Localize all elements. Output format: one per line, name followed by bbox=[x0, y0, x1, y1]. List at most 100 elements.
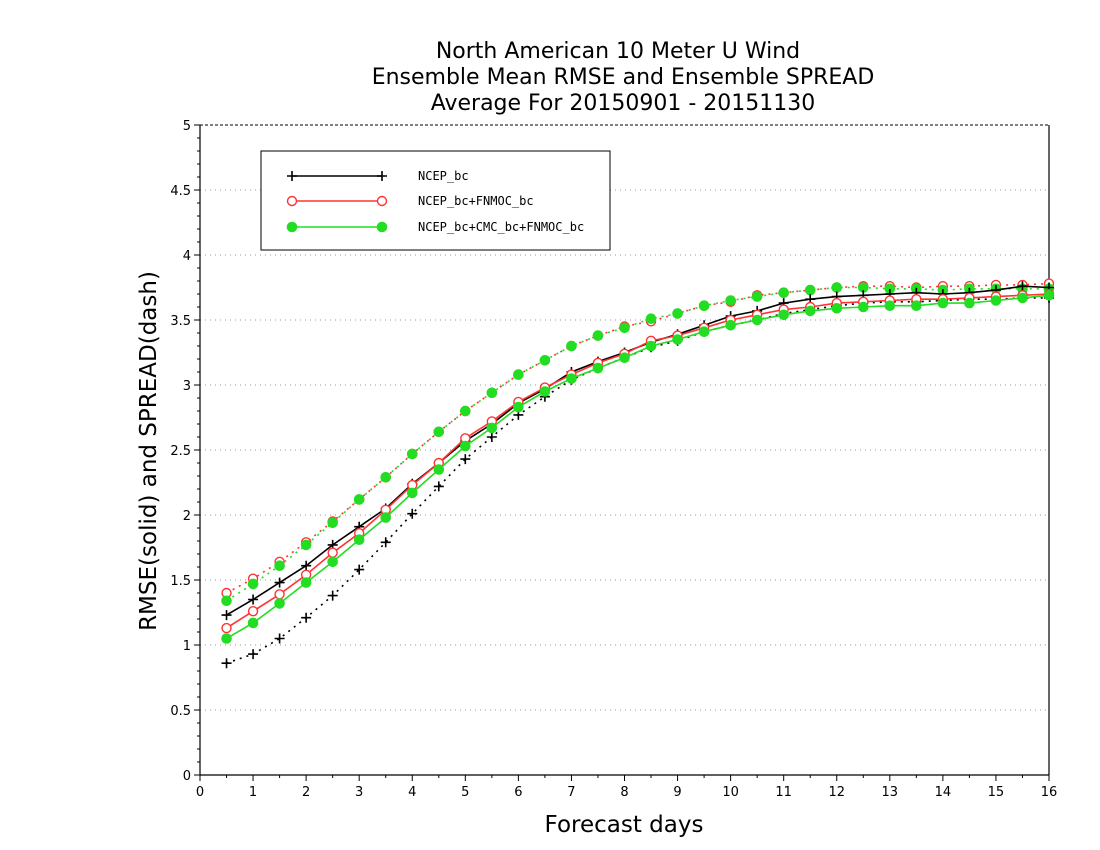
data-point bbox=[286, 221, 298, 233]
x-tick-label: 8 bbox=[620, 785, 628, 800]
data-point bbox=[778, 309, 789, 321]
x-tick-label: 11 bbox=[775, 785, 792, 800]
series-line bbox=[226, 282, 1050, 594]
data-point bbox=[964, 297, 975, 309]
y-tick-label: 3 bbox=[183, 379, 191, 394]
data-point bbox=[406, 448, 418, 460]
data-point bbox=[376, 221, 388, 233]
data-point bbox=[221, 595, 232, 607]
data-point bbox=[751, 314, 763, 326]
x-tick-label: 14 bbox=[935, 785, 952, 800]
data-point bbox=[353, 494, 365, 505]
data-point bbox=[911, 300, 922, 312]
y-tick-label: 3.5 bbox=[170, 314, 191, 329]
data-point bbox=[460, 405, 471, 417]
y-tick-label: 4.5 bbox=[170, 184, 191, 199]
series-rmse-ncep-bc bbox=[221, 281, 1054, 621]
data-point bbox=[672, 334, 683, 345]
data-point bbox=[566, 373, 577, 384]
data-point bbox=[407, 508, 418, 519]
data-point bbox=[221, 610, 232, 621]
data-point bbox=[539, 355, 551, 366]
y-tick-label: 5 bbox=[183, 119, 191, 134]
legend-label: NCEP_bc bbox=[418, 169, 469, 183]
grid-lines bbox=[200, 189, 1049, 711]
x-tick-label: 1 bbox=[249, 785, 257, 800]
series-spread-ncep-bc-cmc-bc-fnmoc-bc bbox=[221, 282, 1055, 607]
data-point bbox=[672, 308, 683, 319]
x-tick-label: 4 bbox=[408, 785, 416, 800]
series-rmse-ncep-bc-cmc-bc-fnmoc-bc bbox=[221, 290, 1055, 644]
x-tick-label: 7 bbox=[567, 785, 575, 800]
legend-entry: NCEP_bc+FNMOC_bc bbox=[286, 194, 534, 208]
data-point bbox=[377, 171, 387, 181]
data-point bbox=[804, 284, 816, 296]
data-point bbox=[751, 291, 763, 302]
data-point bbox=[301, 560, 312, 571]
plot-axes: 0 1 2 3 4 5 6 7 8 9 10 11 12 13 14 15 1600.511.522.533.5… bbox=[170, 119, 1057, 800]
data-point bbox=[433, 481, 444, 492]
data-point bbox=[831, 282, 843, 293]
data-point bbox=[354, 564, 365, 575]
data-point bbox=[1017, 281, 1028, 292]
data-point bbox=[592, 330, 604, 341]
data-point bbox=[327, 517, 338, 529]
data-point bbox=[221, 633, 232, 644]
data-point bbox=[645, 340, 657, 352]
x-tick-label: 15 bbox=[988, 785, 1005, 800]
data-point bbox=[327, 556, 338, 568]
y-tick-label: 4 bbox=[183, 249, 191, 264]
y-tick-label: 0.5 bbox=[170, 704, 191, 719]
legend-entry: NCEP_bc bbox=[287, 169, 469, 183]
data-point bbox=[592, 362, 604, 374]
data-point bbox=[884, 300, 896, 312]
data-point bbox=[990, 295, 1002, 306]
data-point bbox=[513, 369, 524, 380]
data-point bbox=[353, 534, 365, 546]
data-point bbox=[247, 617, 259, 629]
data-point bbox=[274, 577, 285, 588]
data-point bbox=[698, 326, 710, 338]
data-point bbox=[247, 606, 259, 617]
x-tick-label: 10 bbox=[722, 785, 739, 800]
x-tick-label: 6 bbox=[514, 785, 522, 800]
data-point bbox=[937, 297, 949, 309]
series-line bbox=[226, 286, 1049, 602]
data-point bbox=[645, 313, 657, 325]
series-spread-ncep-bc bbox=[221, 292, 1054, 669]
data-point bbox=[486, 422, 498, 434]
data-point bbox=[247, 578, 259, 590]
chart-title-line-1: North American 10 Meter U Wind bbox=[436, 39, 800, 64]
data-point bbox=[300, 577, 312, 588]
data-point bbox=[619, 322, 630, 334]
data-point bbox=[1017, 292, 1028, 304]
data-point bbox=[698, 300, 710, 312]
data-point bbox=[433, 426, 445, 438]
y-tick-label: 1 bbox=[183, 639, 191, 654]
data-point bbox=[274, 633, 285, 644]
data-point bbox=[513, 401, 524, 413]
data-point bbox=[274, 598, 285, 609]
data-point bbox=[287, 171, 297, 181]
data-point bbox=[486, 387, 498, 399]
data-point bbox=[619, 352, 630, 364]
data-point bbox=[380, 512, 392, 523]
chart-title-line-3: Average For 20150901 - 20151130 bbox=[431, 91, 816, 116]
legend-label: NCEP_bc+CMC_bc+FNMOC_bc bbox=[418, 220, 584, 234]
data-point bbox=[486, 432, 497, 442]
x-tick-label: 16 bbox=[1041, 785, 1058, 800]
data-point bbox=[1043, 290, 1055, 301]
data-point bbox=[566, 340, 577, 352]
data-point bbox=[380, 537, 391, 548]
x-tick-label: 13 bbox=[882, 785, 899, 800]
data-point bbox=[831, 303, 843, 314]
data-point bbox=[778, 287, 789, 299]
y-tick-label: 2 bbox=[183, 509, 191, 524]
data-point bbox=[248, 649, 259, 660]
x-tick-label: 2 bbox=[302, 785, 310, 800]
data-point bbox=[857, 301, 869, 313]
data-point bbox=[221, 622, 232, 634]
data-point bbox=[376, 195, 388, 207]
data-point bbox=[725, 319, 736, 331]
